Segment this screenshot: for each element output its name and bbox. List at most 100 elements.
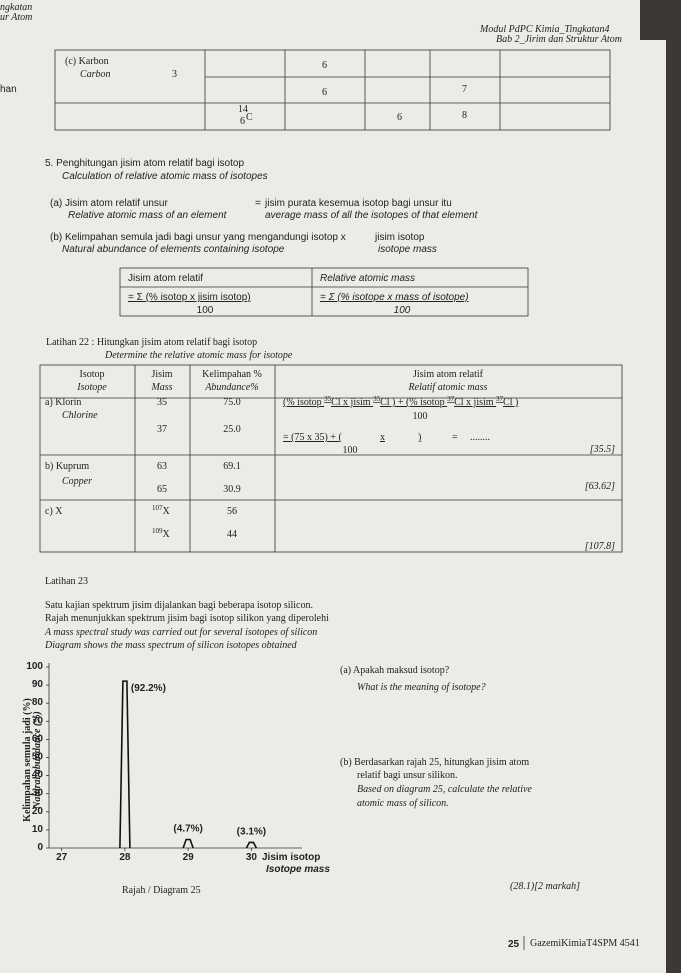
rows-formula: Cl x jisim xyxy=(454,397,496,408)
latihan-23-lines: A mass spectral study was carried out fo… xyxy=(44,627,317,638)
rows-name-en: Chlorine xyxy=(62,410,98,421)
section-5-a-eq: = xyxy=(255,198,261,209)
mass-spectrum: 0 10 20 30 40 50 60 70 80 90 100 27 28 29 30 (92.2%) (4.… xyxy=(26,661,302,863)
latihan-23-lines: Diagram shows the mass spectrum of silic… xyxy=(44,640,298,651)
rows-answer: [35.5] xyxy=(590,444,615,455)
formula-box xyxy=(119,267,529,317)
footer-page: 25 xyxy=(508,939,520,950)
latihan-23-marks: (28.1)[2 markah] xyxy=(510,881,580,892)
peak-label: (3.1%) xyxy=(237,826,266,837)
x-tick-label: 29 xyxy=(183,852,195,863)
background-corner xyxy=(640,0,681,40)
headers-ms: Jisim atom relatif xyxy=(413,369,484,380)
rows-name-en: Copper xyxy=(62,476,92,487)
nuclide-symbol: C xyxy=(246,112,253,123)
box-header-en: Relative atomic mass xyxy=(320,273,415,284)
y-tick-label: 50 xyxy=(32,752,44,763)
chart-data-ylabel-en: Natural abundance (%) xyxy=(32,711,43,810)
top-table-cells: 8 xyxy=(462,110,467,121)
y-tick-label: 60 xyxy=(32,733,44,744)
top-table-cells: 7 xyxy=(462,84,467,95)
exercise-table xyxy=(39,364,623,553)
box-formula-en: = Σ (% isotope x mass of isotope) xyxy=(320,292,469,303)
rows-formula: Cl ) + (% isotop xyxy=(380,397,447,408)
table-cell xyxy=(54,49,611,131)
y-tick-label: 0 xyxy=(37,842,43,853)
rows-formula: Cl x jisim xyxy=(331,397,373,408)
rows-masses: 37 xyxy=(157,424,167,435)
masses-symbol: X xyxy=(163,506,171,517)
top-table xyxy=(54,49,611,131)
section-5-b-term-en: isotope mass xyxy=(378,244,437,255)
headers-ms: Kelimpahan % xyxy=(202,369,262,380)
rows-name-ms: a) Klorin xyxy=(45,397,81,408)
question-a-ms: (a) Apakah maksud isotop? xyxy=(340,665,450,676)
footer-code: GazemiKimiaT4SPM 4541 xyxy=(530,938,640,949)
table-cell: (% isotop 35Cl x jisim 35Cl ) + (% isoto… xyxy=(283,395,518,408)
headers-en: Relatif atomic mass xyxy=(408,382,488,393)
headers-en: Abundance% xyxy=(204,382,258,393)
rows-masses: 63 xyxy=(157,461,167,472)
x-tick-label: 30 xyxy=(246,852,258,863)
rows-abundances: 30.9 xyxy=(223,484,241,495)
table-cell xyxy=(119,267,529,317)
top-table-name-en: Carbon xyxy=(80,69,111,80)
rows-working: x xyxy=(380,432,385,443)
nuclide-mass: 14 xyxy=(238,104,248,115)
section-5-a-ms: (a) Jisim atom relatif unsur xyxy=(50,198,168,209)
section-5-subtitle: Calculation of relative atomic mass of i… xyxy=(62,171,268,182)
section-5-b-term-ms: jisim isotop xyxy=(374,232,425,243)
chart-data-xlabel-en: Isotope mass xyxy=(266,864,330,875)
latihan-23-caption: Rajah / Diagram 25 xyxy=(122,885,201,896)
latihan-23-title: Latihan 23 xyxy=(45,576,88,587)
section-5-title: 5. Penghitungan jisim atom relatif bagi … xyxy=(45,158,244,169)
rows-answer: [63.62] xyxy=(585,481,615,492)
rows-formula-denominator: 100 xyxy=(413,411,428,422)
rows-formula: 35 xyxy=(373,395,381,403)
question-b-lines: atomic mass of silicon. xyxy=(357,798,449,809)
spectrum-peak xyxy=(182,838,194,849)
header-chapter: Bab 2_Jirim dan Struktur Atom xyxy=(496,34,622,45)
chart-data-xlabel-ms: Jisim isotop xyxy=(262,852,320,863)
rows-formula: (% isotop xyxy=(283,397,324,408)
rows-abundances: 69.1 xyxy=(223,461,241,472)
masses-mass: 109 xyxy=(152,527,163,535)
rows-abundances: 25.0 xyxy=(223,424,241,435)
rows-working-denominator: 100 xyxy=(343,445,358,456)
question-b-lines: (b) Berdasarkan rajah 25, hitungkan jisi… xyxy=(340,757,529,768)
chart-data-ylabel-ms: Kelimpahan semula jadi (%) xyxy=(22,698,33,822)
rows-working: ........ xyxy=(470,432,490,443)
header-module: Modul PdPC Kimia_Tingkatan4 xyxy=(479,24,609,35)
box-header-ms: Jisim atom relatif xyxy=(128,273,203,284)
latihan-22-subtitle: Determine the relative atomic mass for i… xyxy=(104,350,293,361)
y-tick-label: 40 xyxy=(32,770,44,781)
y-tick-label: 30 xyxy=(32,788,44,799)
top-table-cells: 6 xyxy=(322,87,327,98)
masses-symbol: X xyxy=(163,529,171,540)
top-table-name-ms: (c) Karbon xyxy=(65,56,109,67)
question-a-en: What is the meaning of isotope? xyxy=(357,682,486,693)
rows-masses: 35 xyxy=(157,397,167,408)
y-tick-label: 70 xyxy=(32,715,44,726)
nuclide-atomic: 6 xyxy=(240,116,245,127)
y-tick-label: 20 xyxy=(32,806,44,817)
masses-mass: 107 xyxy=(152,504,163,512)
x-tick-label: 28 xyxy=(119,852,131,863)
rows-abundances: 75.0 xyxy=(223,397,241,408)
y-tick-label: 10 xyxy=(32,824,44,835)
rows-working: = xyxy=(452,432,458,443)
rows-formula: 37 xyxy=(496,395,504,403)
box-formula-ms: = Σ (% isotop x jisim isotop) xyxy=(128,292,251,303)
rows-working: = (75 x 35) + ( xyxy=(283,432,342,443)
latihan-23-lines: Rajah menunjukkan spektrum jisim bagi is… xyxy=(45,613,329,624)
section-5-a-en: Relative atomic mass of an element xyxy=(68,210,228,221)
header-fragment-1: ngkatan xyxy=(0,2,32,13)
top-table-cells: 6 xyxy=(322,60,327,71)
table-cell: 109X xyxy=(152,527,171,540)
rows-abundances: 44 xyxy=(227,529,237,540)
section-5-b-en: Natural abundance of elements containing… xyxy=(62,244,285,255)
headers-ms: Jisim xyxy=(151,369,172,380)
rows-formula: 35 xyxy=(324,395,332,403)
question-b-lines: Based on diagram 25, calculate the relat… xyxy=(357,784,532,795)
y-tick-label: 100 xyxy=(26,661,43,672)
